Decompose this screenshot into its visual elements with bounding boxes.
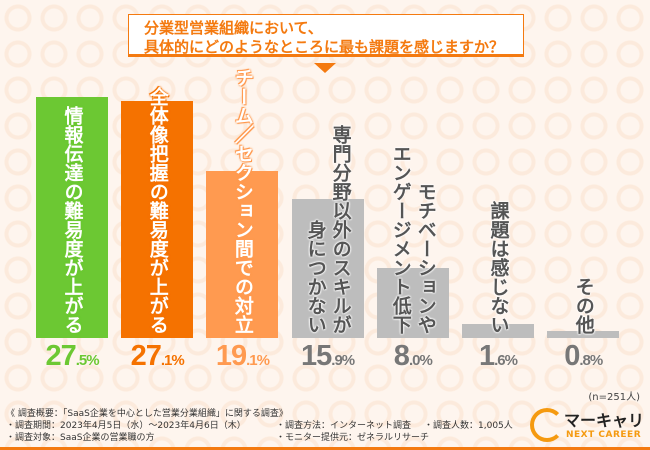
- survey-target: ・調査対象：SaaS企業の営業職の方: [6, 433, 155, 443]
- value-label: 27.1%: [130, 340, 185, 372]
- value-label: 0.8%: [564, 340, 603, 372]
- bottom-rule: [0, 447, 650, 450]
- value-label: 1.6%: [479, 340, 518, 372]
- bar: [547, 330, 620, 338]
- bar: [462, 323, 534, 338]
- bar: [376, 267, 449, 338]
- category-label: 課題は感じない: [487, 201, 510, 334]
- logo-name: マーキャリ: [564, 411, 645, 430]
- category-label: チーム／セクション間での対立: [231, 68, 254, 334]
- logo-sub: NEXT CAREER: [566, 430, 642, 440]
- bar: [36, 97, 108, 338]
- survey-period: ・調査期間：2023年4月5日（水）～2023年4月6日（木）: [6, 421, 246, 431]
- question-line-2: 具体的にどのようなところに最も課題を感じますか？: [144, 38, 505, 56]
- category-label: モチベーションや エンゲージメント低下: [389, 144, 437, 334]
- question-line-1: 分業型営業組織において、: [144, 19, 323, 37]
- logo-mark-icon: [530, 408, 564, 442]
- survey-method: ・調査方法：インターネット調査: [276, 421, 412, 431]
- logo: マーキャリ NEXT CAREER: [530, 404, 646, 444]
- category-label: 専門分野以外のスキルが 身につかない: [304, 125, 352, 334]
- value-label: 19.1%: [215, 340, 270, 372]
- category-label: 情報伝達の難易度が上がる: [61, 106, 84, 334]
- survey-count: ・調査人数：1,005人: [424, 421, 513, 431]
- value-label: 8.0%: [393, 340, 433, 372]
- down-arrow-icon: [314, 63, 336, 73]
- value-label: 15.9%: [301, 340, 355, 372]
- question-box: 分業型営業組織において、 具体的にどのようなところに最も課題を感じますか？: [128, 14, 524, 57]
- bar: [121, 100, 194, 338]
- survey-provider: ・モニター提供元：ゼネラルリサーチ: [276, 433, 430, 443]
- category-label: 全体像把握の難易度が上がる: [146, 87, 169, 334]
- category-label: その他: [572, 277, 595, 334]
- bar: [291, 198, 364, 338]
- sample-size: (n=251人): [588, 392, 640, 403]
- value-label: 27.5%: [45, 340, 99, 372]
- bar: [206, 170, 279, 338]
- survey-overview: 《 調査概要：「SaaS企業を中心とした営業分業組織」に関する調査》: [6, 409, 288, 419]
